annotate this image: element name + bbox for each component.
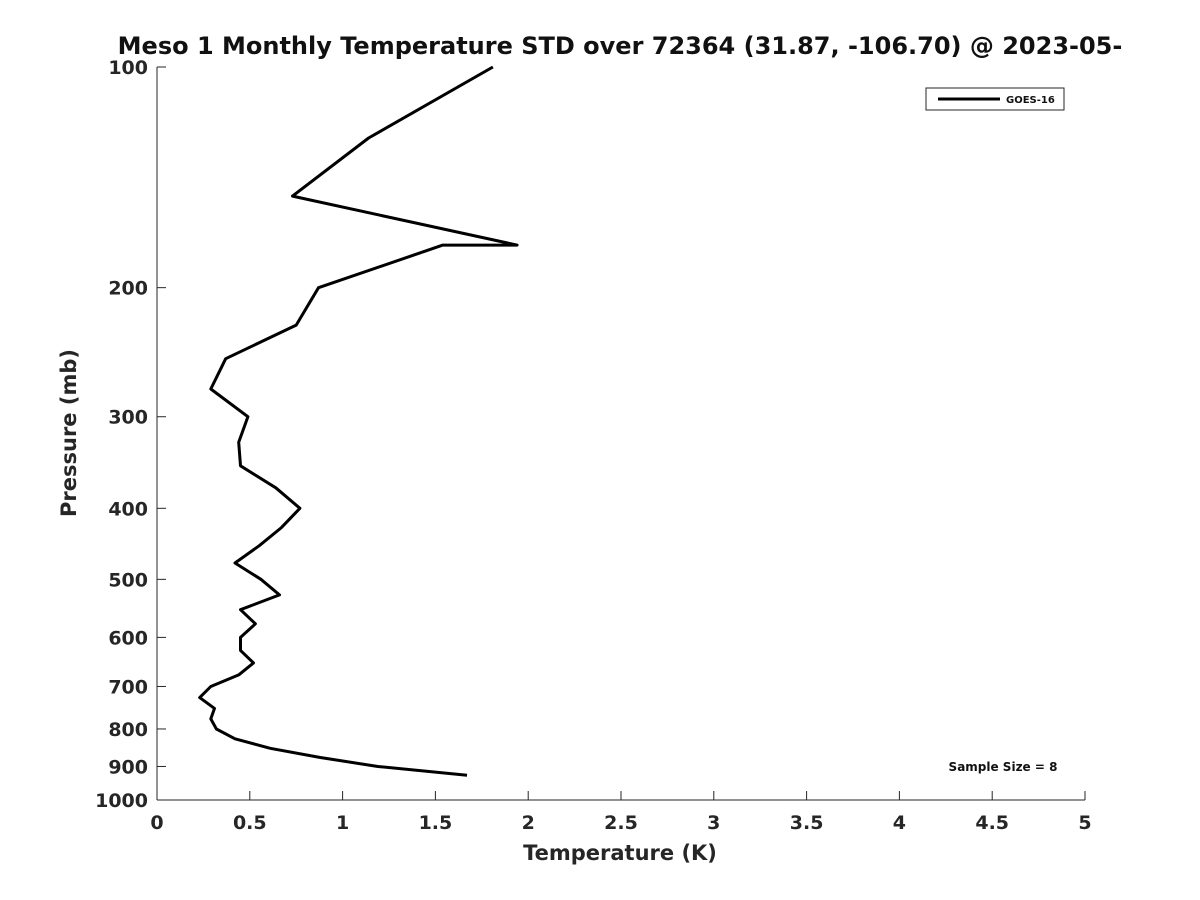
axes: 0 0.5 1 1.5 2 2.5 3 3.5 4 4.5 5 100 200 300 400 500 600 7… bbox=[95, 57, 1092, 834]
x-tick-label: 5 bbox=[1078, 812, 1091, 834]
x-tick-label: 4.5 bbox=[975, 812, 1009, 834]
series-line-0 bbox=[198, 65, 519, 777]
legend: GOES-16 bbox=[925, 87, 1065, 111]
x-axis-label: Temperature (K) bbox=[523, 841, 717, 865]
y-tick-label: 200 bbox=[108, 278, 148, 300]
chart-title: Meso 1 Monthly Temperature STD over 7236… bbox=[118, 32, 1123, 60]
x-tick-label: 3 bbox=[707, 812, 720, 834]
x-tick-label: 4 bbox=[893, 812, 906, 834]
y-tick-label: 700 bbox=[108, 676, 148, 698]
x-tick-label: 1 bbox=[336, 812, 349, 834]
y-tick-label: 400 bbox=[108, 498, 148, 520]
x-tick-label: 0 bbox=[150, 812, 163, 834]
x-tick-label: 1.5 bbox=[419, 812, 453, 834]
y-axis-label: Pressure (mb) bbox=[57, 349, 81, 517]
y-tick-label: 1000 bbox=[95, 790, 148, 812]
x-tick-label: 2.5 bbox=[604, 812, 638, 834]
y-tick-label: 600 bbox=[108, 627, 148, 649]
y-tick-label: 100 bbox=[108, 57, 148, 79]
x-tick-label: 0.5 bbox=[233, 812, 267, 834]
y-tick-label: 800 bbox=[108, 719, 148, 741]
legend-label: GOES-16 bbox=[1006, 95, 1055, 106]
x-tick-label: 3.5 bbox=[790, 812, 824, 834]
y-tick-label: 300 bbox=[108, 407, 148, 429]
x-tick-label: 2 bbox=[522, 812, 535, 834]
sample-size-annotation: Sample Size = 8 bbox=[949, 760, 1058, 774]
plot-area bbox=[198, 65, 519, 777]
y-tick-label: 900 bbox=[108, 756, 148, 778]
y-tick-label: 500 bbox=[108, 569, 148, 591]
